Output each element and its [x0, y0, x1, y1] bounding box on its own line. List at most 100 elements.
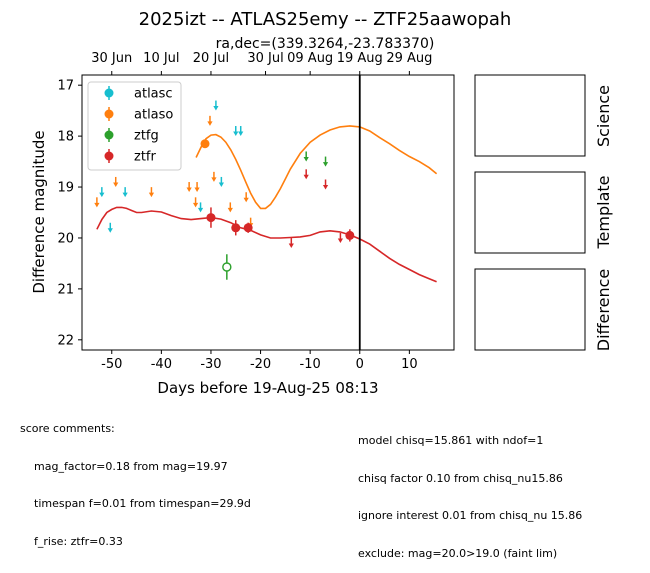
- upper-limit-arrow: [94, 197, 100, 208]
- score-comment-line: f_rise: ztfr=0.33: [34, 534, 123, 548]
- score-comments-left: score comments: mag_factor=0.18 from mag…: [20, 398, 251, 561]
- upper-limit-arrow: [213, 100, 219, 111]
- arrow-head: [337, 238, 344, 243]
- arrow-head: [218, 182, 224, 187]
- upper-limit-arrow: [288, 238, 294, 249]
- legend-marker: [104, 130, 114, 140]
- arrow-head: [194, 187, 200, 193]
- arrow-head: [99, 192, 105, 198]
- template-panel: [474, 171, 586, 254]
- upper-limit-arrow: [233, 126, 239, 137]
- arrow-head: [186, 187, 192, 193]
- detection-point: [222, 254, 232, 280]
- score-comment-line: mag_factor=0.18 from mag=19.97: [34, 459, 228, 473]
- marker: [345, 230, 355, 240]
- legend-entry: atlaso: [104, 107, 173, 123]
- x-tick-label: -20: [250, 357, 271, 372]
- science-panel: [474, 74, 586, 157]
- template-panel-label: Template: [594, 175, 613, 249]
- legend: atlasc atlaso ztfg ztfr: [87, 81, 182, 171]
- x-tick-label: -50: [101, 357, 122, 372]
- arrow-head: [322, 184, 329, 190]
- legend-marker: [104, 151, 114, 161]
- arrow-head: [238, 131, 244, 137]
- score-comments-right: model chisq=15.861 with ndof=1 chisq fac…: [358, 410, 582, 573]
- x-tick-label: -10: [300, 357, 321, 372]
- arrow-head: [288, 243, 294, 249]
- upper-limit-arrow: [113, 176, 119, 187]
- model-comment-line: model chisq=15.861 with ndof=1: [358, 434, 544, 447]
- upper-limit-arrow: [192, 197, 199, 208]
- y-axis-ticks: 17 18 19 20 21 22: [57, 79, 82, 348]
- marker: [243, 223, 253, 233]
- upper-limit-arrow: [337, 232, 344, 243]
- arrow-head: [122, 192, 128, 198]
- upper-limit-arrow: [303, 151, 309, 162]
- difference-panel: [474, 268, 586, 351]
- top-date-axis-ticks: 30 Jun 10 Jul 20 Jul 30 Jul 09 Aug 19 Aug 29 A…: [91, 51, 432, 75]
- top-tick-label: 20 Jul: [193, 51, 229, 66]
- top-tick-label: 29 Aug: [386, 51, 432, 66]
- upper-limit-arrow: [207, 115, 213, 126]
- arrow-head: [113, 182, 119, 187]
- arrow-head: [148, 192, 155, 198]
- model-curve: [195, 125, 438, 210]
- upper-limit-arrow: [194, 182, 200, 193]
- upper-limit-arrow: [107, 222, 113, 233]
- upper-limit-arrow: [322, 156, 329, 167]
- arrow-head: [213, 106, 219, 111]
- legend-entry: ztfr: [104, 149, 156, 165]
- chart-subtitle: ra,dec=(339.3264,-23.783370): [216, 36, 435, 52]
- score-comments-heading: score comments:: [20, 422, 115, 435]
- marker: [200, 139, 210, 149]
- arrow-head: [233, 131, 239, 137]
- data-points: [94, 100, 355, 280]
- y-axis-label: Difference magnitude: [30, 130, 48, 293]
- x-tick-label: -40: [151, 357, 172, 372]
- upper-limit-arrow: [322, 179, 329, 190]
- detection-point: [200, 139, 210, 149]
- x-tick-label: 10: [401, 357, 418, 372]
- top-tick-label: 09 Aug: [287, 51, 333, 66]
- y-tick-label: 21: [57, 282, 74, 297]
- marker: [206, 213, 216, 223]
- arrow-head: [107, 228, 113, 233]
- model-comment-line: ignore interest 0.01 from chisq_nu 15.86: [358, 509, 583, 522]
- arrow-head: [303, 156, 309, 162]
- legend-marker: [104, 88, 114, 98]
- arrow-head: [94, 202, 100, 208]
- y-tick-label: 17: [57, 79, 74, 94]
- image-panels: Science Template Difference: [474, 74, 613, 351]
- detection-point: [243, 222, 253, 233]
- upper-limit-arrow: [148, 187, 155, 198]
- detection-point: [345, 229, 355, 242]
- upper-limit-arrow: [218, 176, 224, 187]
- y-tick-label: 20: [57, 231, 74, 246]
- y-tick-label: 22: [57, 333, 74, 348]
- upper-limit-arrow: [243, 192, 249, 203]
- plot-area: -50 -40 -30 -20 -10 0 10 17 18 19 20 21 22 30 Jun 10…: [57, 51, 455, 372]
- science-panel-label: Science: [594, 85, 613, 147]
- x-tick-label: 0: [356, 357, 364, 372]
- arrow-head: [211, 177, 217, 182]
- arrow-head: [207, 121, 213, 126]
- open-marker: [222, 262, 232, 272]
- top-tick-label: 30 Jun: [91, 51, 132, 66]
- upper-limit-arrow: [186, 182, 192, 193]
- top-tick-label: 30 Jul: [247, 51, 283, 66]
- marker: [231, 223, 241, 233]
- legend-label: ztfg: [134, 129, 159, 144]
- legend-entry: ztfg: [104, 128, 159, 144]
- arrow-head: [303, 174, 309, 180]
- upper-limit-arrow: [238, 126, 244, 137]
- legend-label: atlaso: [134, 108, 173, 123]
- y-tick-label: 18: [57, 130, 74, 145]
- model-comment-line: chisq factor 0.10 from chisq_nu15.86: [358, 471, 563, 485]
- arrow-head: [192, 202, 199, 208]
- upper-limit-arrow: [99, 187, 105, 198]
- arrow-head: [243, 197, 249, 203]
- legend-label: ztfr: [134, 150, 156, 165]
- arrow-head: [197, 207, 204, 213]
- arrow-head: [227, 207, 233, 213]
- chart-title: 2025izt -- ATLAS25emy -- ZTF25aawopah: [139, 9, 512, 30]
